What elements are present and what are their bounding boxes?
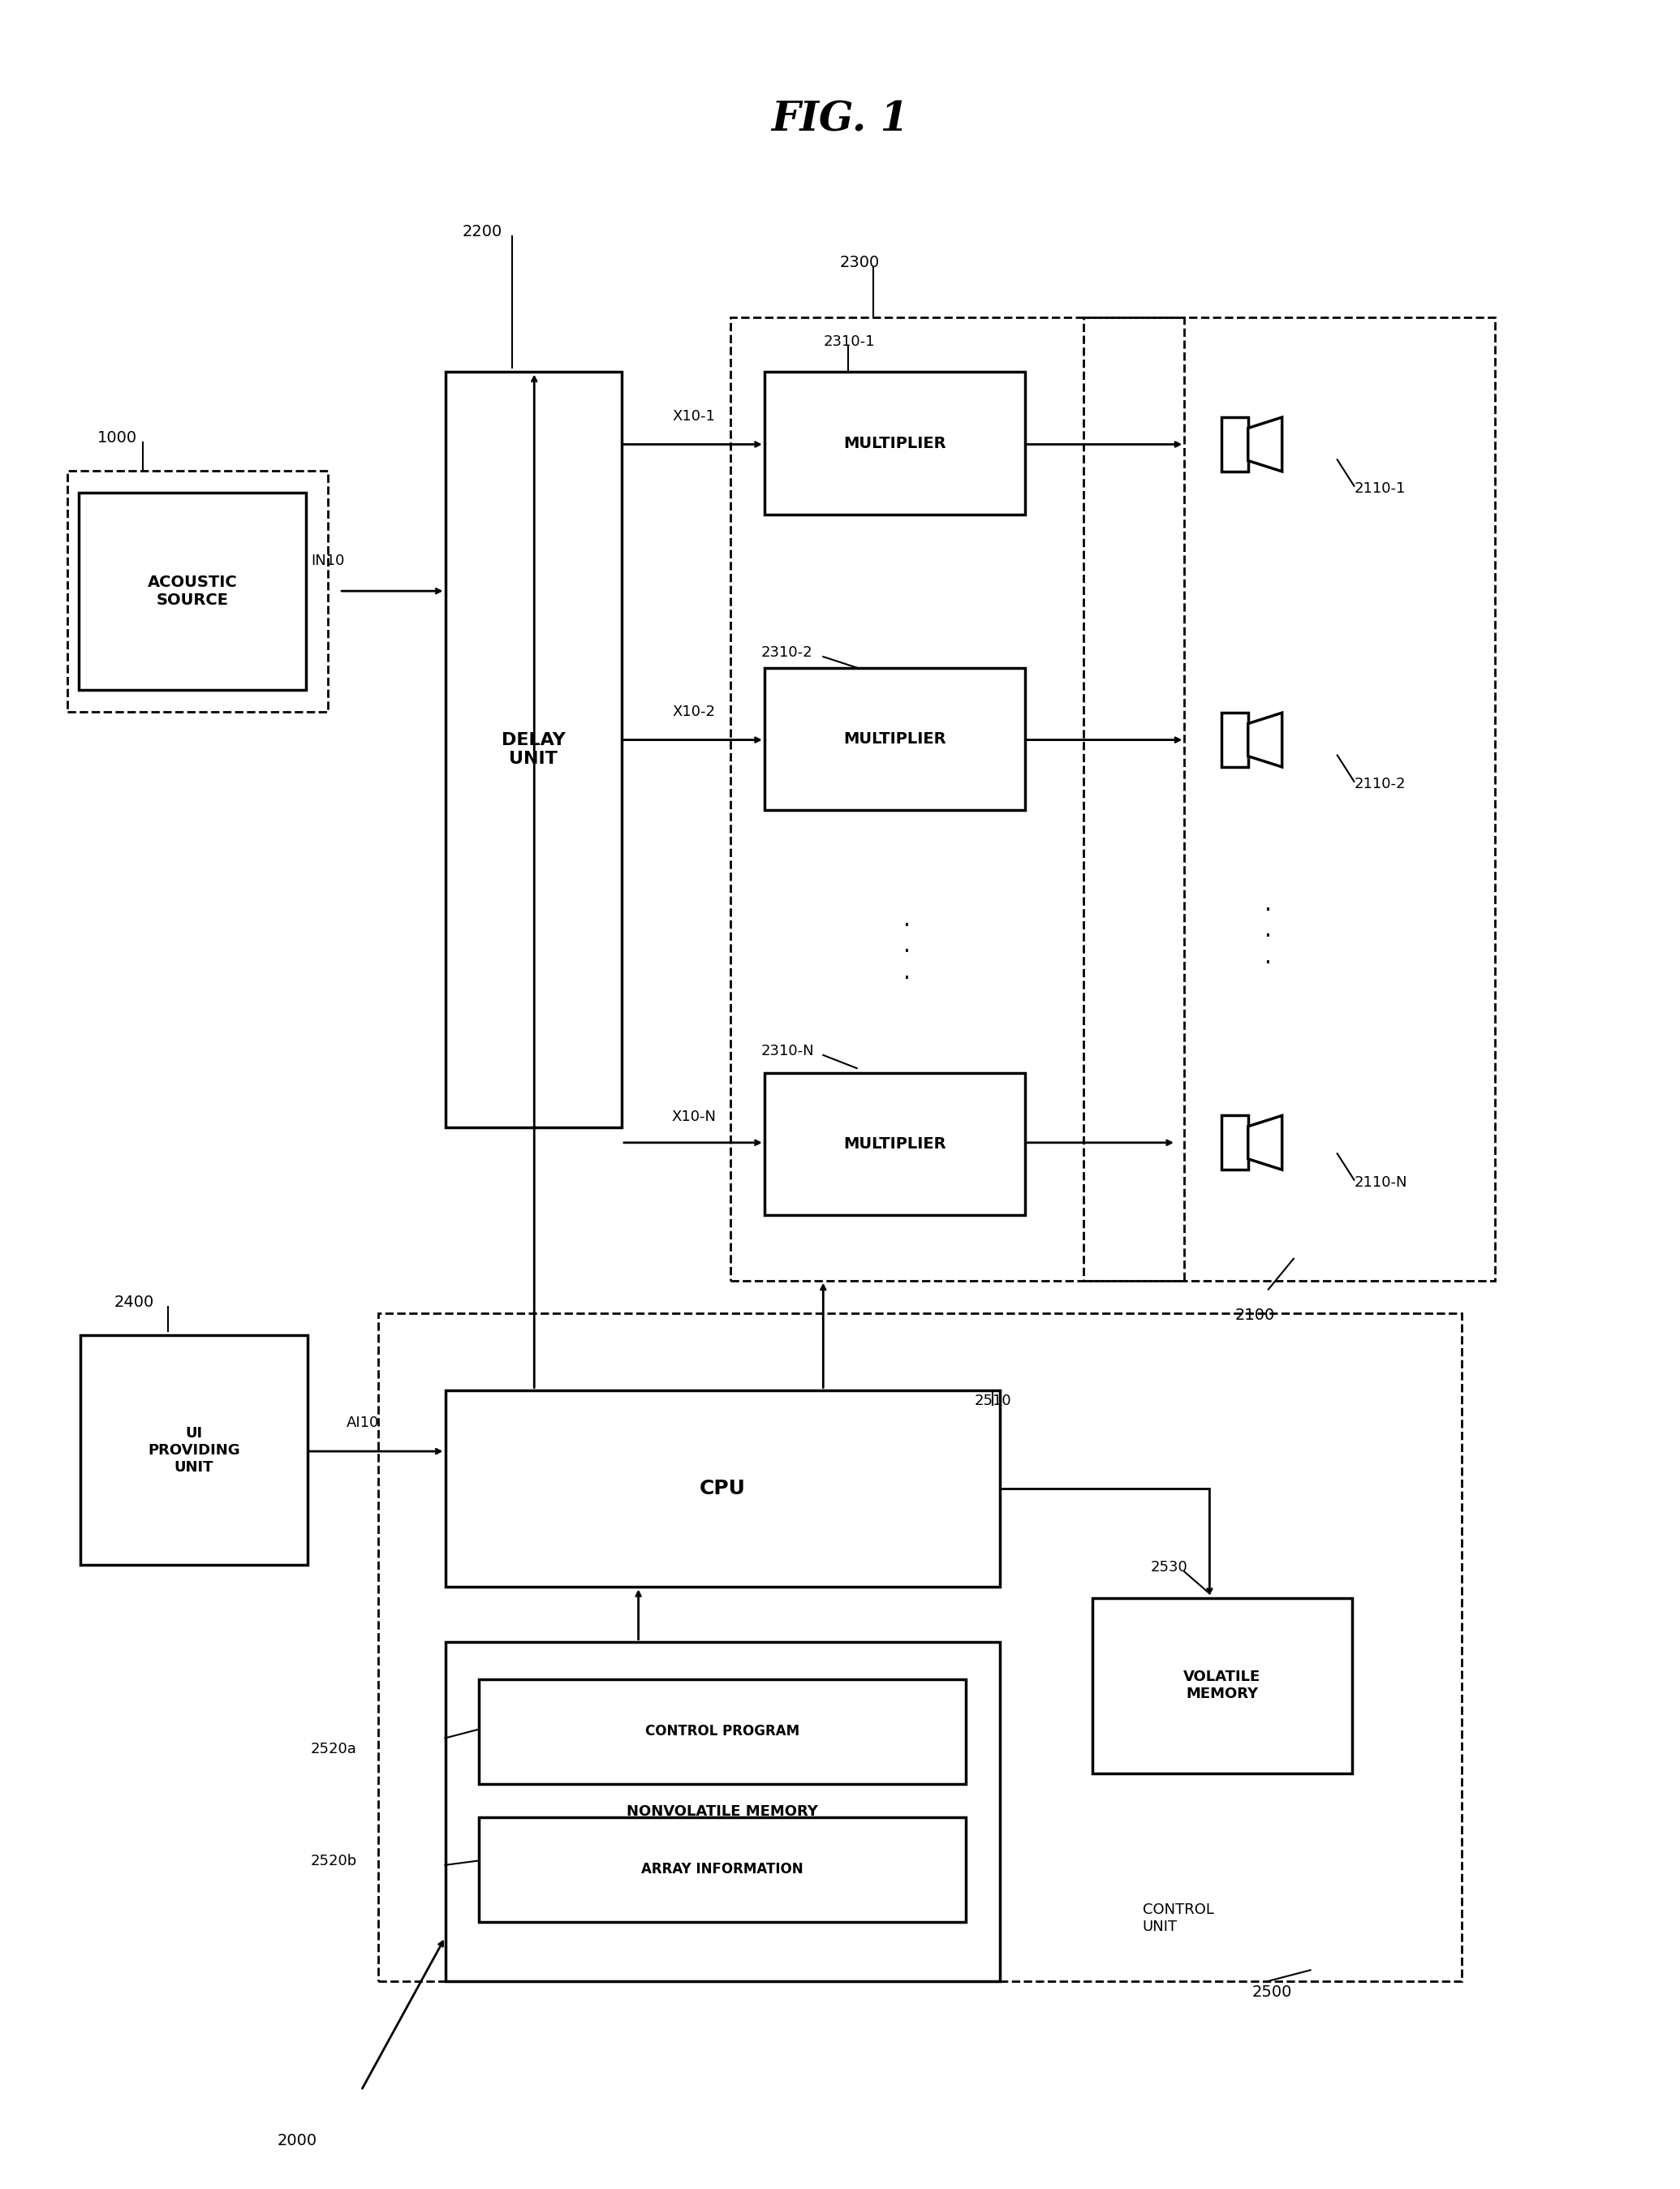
Text: 2520a: 2520a <box>311 1742 356 1756</box>
Text: CONTROL
UNIT: CONTROL UNIT <box>1142 1902 1213 1933</box>
Text: 2300: 2300 <box>840 254 880 269</box>
Bar <box>764 372 1025 514</box>
Text: NONVOLATILE MEMORY: NONVOLATILE MEMORY <box>627 1804 818 1819</box>
Bar <box>1084 317 1495 1281</box>
Text: X10-1: X10-1 <box>672 409 716 422</box>
Bar <box>764 668 1025 810</box>
Bar <box>1092 1598 1352 1773</box>
Text: 2200: 2200 <box>462 223 502 239</box>
Text: 2110-2: 2110-2 <box>1354 777 1406 790</box>
Bar <box>81 1335 307 1565</box>
Text: ·
·
·: · · · <box>904 915 911 989</box>
Text: AI10: AI10 <box>346 1416 380 1429</box>
Text: IN10: IN10 <box>311 554 344 567</box>
Text: 2520b: 2520b <box>311 1854 358 1867</box>
Bar <box>67 471 328 711</box>
Text: 2310-1: 2310-1 <box>823 335 875 348</box>
Polygon shape <box>1248 714 1282 766</box>
Text: MULTIPLIER: MULTIPLIER <box>843 731 946 746</box>
Bar <box>445 372 622 1127</box>
Text: VOLATILE
MEMORY: VOLATILE MEMORY <box>1183 1670 1262 1701</box>
Bar <box>79 493 306 690</box>
Bar <box>1221 714 1248 766</box>
Text: UI
PROVIDING
UNIT: UI PROVIDING UNIT <box>148 1425 240 1475</box>
Text: 2510: 2510 <box>974 1394 1011 1408</box>
Bar <box>731 317 1184 1281</box>
Bar <box>445 1642 1000 1981</box>
Text: 1000: 1000 <box>97 429 138 444</box>
Text: X10-2: X10-2 <box>672 705 716 718</box>
Bar <box>764 1073 1025 1215</box>
Text: 2530: 2530 <box>1151 1561 1188 1574</box>
Text: CPU: CPU <box>699 1480 746 1497</box>
Bar <box>1221 1116 1248 1169</box>
Text: CONTROL PROGRAM: CONTROL PROGRAM <box>645 1725 800 1738</box>
Polygon shape <box>1248 1116 1282 1169</box>
Bar <box>378 1313 1462 1981</box>
Bar <box>1221 418 1248 471</box>
Text: 2310-2: 2310-2 <box>761 646 813 659</box>
Text: 2110-1: 2110-1 <box>1354 482 1406 495</box>
Text: FIG. 1: FIG. 1 <box>771 101 909 140</box>
Text: ACOUSTIC
SOURCE: ACOUSTIC SOURCE <box>148 574 237 609</box>
Text: ·
·
·: · · · <box>1265 900 1272 974</box>
Polygon shape <box>1248 418 1282 471</box>
Text: DELAY
UNIT: DELAY UNIT <box>501 731 566 768</box>
Text: 2000: 2000 <box>277 2132 318 2147</box>
Bar <box>479 1817 966 1922</box>
Text: MULTIPLIER: MULTIPLIER <box>843 1136 946 1151</box>
Text: X10-N: X10-N <box>672 1110 716 1123</box>
Text: 2400: 2400 <box>114 1294 155 1309</box>
Bar <box>479 1679 966 1784</box>
Text: 2110-N: 2110-N <box>1354 1175 1408 1189</box>
Text: 2310-N: 2310-N <box>761 1044 815 1057</box>
Text: MULTIPLIER: MULTIPLIER <box>843 436 946 451</box>
Text: 2500: 2500 <box>1252 1983 1292 1999</box>
Text: ARRAY INFORMATION: ARRAY INFORMATION <box>642 1863 803 1876</box>
Text: 2100: 2100 <box>1235 1307 1275 1322</box>
Bar <box>445 1390 1000 1587</box>
